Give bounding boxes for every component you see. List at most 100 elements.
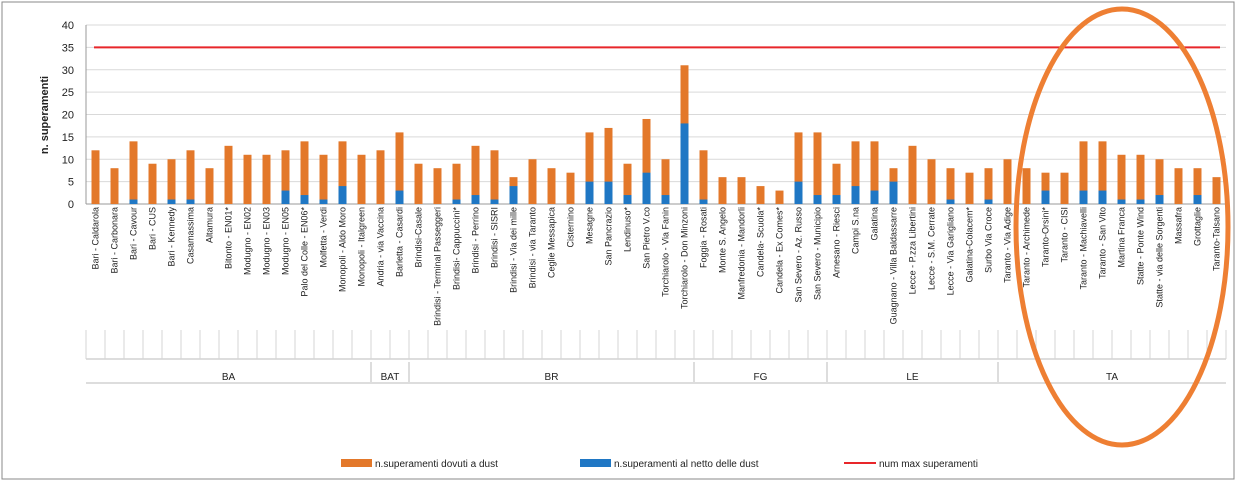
bar-net [1041,190,1050,204]
x-tick-label: Taranto-Talsano [1212,207,1222,271]
x-tick-label: Casamassima [186,207,196,264]
bar-dust [547,168,556,204]
x-tick-label: Bitonto - EN01* [224,207,234,270]
x-tick-label: Martina Franca [1117,207,1127,268]
x-tick-label: Galatina-Colacem* [965,207,975,283]
x-tick-label: San Pancrazio [604,207,614,266]
bar-net [946,199,955,204]
bar-dust [1155,159,1164,204]
x-tick-label: Ceglie Messapica [547,207,557,278]
y-tick-label: 15 [62,132,74,144]
group-label: LE [906,372,919,383]
bar-dust [642,118,651,204]
x-tick-label: Bari - Caldarola [91,207,101,270]
bar-dust [471,145,480,204]
x-tick-label: Foggia - Rosati [699,207,709,268]
highlight-ellipse [1013,6,1231,448]
bar-net [319,199,328,204]
bar-dust [243,154,252,204]
bar-dust [946,168,955,204]
bar-net [984,199,993,204]
group-label: FG [754,372,768,383]
y-tick-label: 10 [62,154,74,166]
legend-label-dust: n.superamenti dovuti a dust [375,459,498,470]
group-label: BR [545,372,559,383]
bar-net [642,172,651,204]
x-tick-label: Bari - Kennedy [167,207,177,267]
bar-net [300,195,309,204]
bar-dust [851,141,860,204]
x-tick-label: Modugno - EN03 [262,207,272,275]
legend: n.superamenti dovuti a dust n.superament… [341,459,978,470]
bar-dust [870,141,879,204]
bar-net [699,199,708,204]
x-tick-label: Taranto - Machiavelli [1079,207,1089,290]
x-tick-label: Mesagne [585,207,595,244]
group-label: BA [222,372,236,383]
bar-net [585,181,594,204]
legend-item-max: num max superamenti [844,459,978,470]
bar-dust [395,132,404,204]
y-tick-label: 35 [62,42,74,54]
bar-net [1136,199,1145,204]
x-tick-label: Altamura [205,207,215,243]
x-tick-label: Molfetta - Verdi [319,207,329,268]
x-tick-label: Cisternino [566,207,576,248]
bar-net [870,190,879,204]
bar-net [832,195,841,204]
bar-dust [718,177,727,204]
bar-net [490,199,499,204]
bar-net [452,199,461,204]
bar-dust [1136,154,1145,204]
x-axis-labels: Bari - Caldarola Bari - Carbonara Bari - C… [91,207,1222,326]
bar-dust [338,141,347,204]
x-tick-label: Candela- Scuola* [756,207,766,278]
bar-dust [1117,154,1126,204]
x-tick-label: Campi S.na [851,207,861,254]
bar-dust [813,132,822,204]
bar-dust [186,150,195,204]
x-tick-label: Surbo Via Croce [984,207,994,273]
bar-net [813,195,822,204]
bar-dust [775,190,784,204]
bar-dust [205,168,214,204]
bar-net [851,186,860,204]
bar-dust [1174,168,1183,204]
bar-dust [357,154,366,204]
x-tick-label: Taranto - San Vito [1098,207,1108,279]
bar-dust [224,145,233,204]
y-tick-label: 5 [68,177,74,189]
bar-net [794,181,803,204]
y-tick-label: 20 [62,110,74,122]
bar-net [1193,195,1202,204]
bar-dust [1079,141,1088,204]
x-tick-label: Manfredonia - Mandorli [737,207,747,300]
x-tick-label: Guagnano - Villa Baldassarre [889,207,899,324]
bar-dust [585,132,594,204]
bar-dust [528,159,537,204]
bar-net [509,186,518,204]
bar-net [338,186,347,204]
bar-net [889,181,898,204]
y-axis-label: n. superamenti [39,76,51,154]
bar-dust [110,168,119,204]
x-tick-label: Arnesano - Riesci [832,207,842,278]
x-tick-label: Brindisi - Perrino [471,207,481,274]
bar-dust [1212,177,1221,204]
x-tick-label: Brindisi-Casale [414,207,424,268]
x-tick-label: Statte - via delle Sorgenti [1155,207,1165,308]
x-tick-label: Brindisi- Cappuccini* [452,207,462,291]
x-tick-label: Statte - Ponte Wind [1136,207,1146,285]
x-tick-label: Modugno - EN05 [281,207,291,275]
x-tick-label: Lendinuso* [623,207,633,253]
x-tick-label: Bari - CUS [148,207,158,250]
bar-dust [129,141,138,204]
y-axis: 0 5 10 15 20 25 30 35 40 [62,20,1226,211]
bar-dust [1022,168,1031,204]
x-tick-label: Brindisi - via Taranto [528,207,538,288]
x-tick-label: Taranto - Archimede [1022,207,1032,288]
bar-dust [262,154,271,204]
x-tick-label: Massafra [1174,207,1184,244]
bar-net [281,190,290,204]
